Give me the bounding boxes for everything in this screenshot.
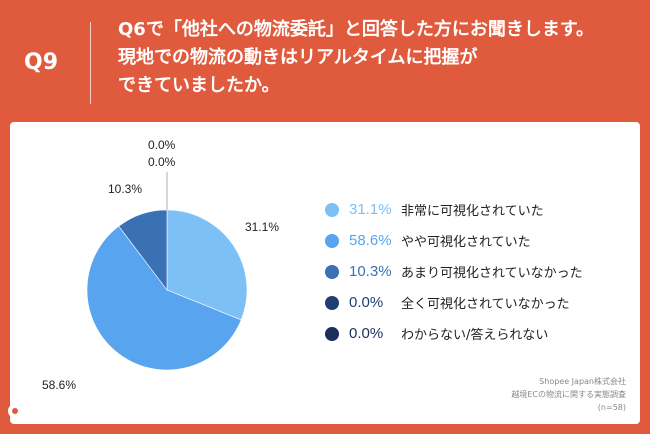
header-divider [90,22,91,104]
legend-swatch [325,233,339,248]
source-line: Shopee Japan株式会社 [539,377,626,386]
legend-value: 58.6% [349,232,392,249]
question-title-line: 現地での物流の動きはリアルタイムに把握が [118,47,478,68]
chart-panel: 31.1% 58.6% 10.3% 0.0% 0.0% 31.1% 非常に可視化されてい… [10,122,640,424]
slice-label: 10.3% [108,182,142,196]
legend: 31.1% 非常に可視化されていた 58.6% やや可視化されていた 10.3%… [325,194,583,349]
legend-label: あまり可視化されていなかった [401,266,583,281]
slice-label: 0.0% [148,138,176,152]
header: Q9 Q6で「他社への物流委託」と回答した方にお聞きします。 現地での物流の動き… [0,0,650,122]
legend-value: 31.1% [349,201,392,218]
pie-slice [86,225,242,371]
source-note: Shopee Japan株式会社 越境ECの物流に関する実態調査 (n=58) [511,375,626,414]
pie-slice [166,209,248,321]
question-title-line: Q6で「他社への物流委託」と回答した方にお聞きします。 [118,19,595,40]
legend-label: わからない/答えられない [401,328,549,343]
legend-item: 58.6% やや可視化されていた [325,225,583,256]
legend-swatch [325,264,339,279]
brand-mark-icon [8,403,22,418]
slice-label: 31.1% [245,220,279,234]
legend-value: 10.3% [349,263,392,280]
question-title-line: できていましたか。 [118,75,280,96]
legend-swatch [325,326,339,341]
question-number: Q9 [24,50,59,75]
legend-item: 0.0% わからない/答えられない [325,318,583,349]
legend-swatch [325,202,339,217]
source-line: (n=58) [597,403,626,412]
legend-label: やや可視化されていた [401,235,531,250]
legend-item: 10.3% あまり可視化されていなかった [325,256,583,287]
brand-name: リサピー [26,404,75,418]
slice-label: 0.0% [148,155,176,169]
legend-item: 0.0% 全く可視化されていなかった [325,287,583,318]
pie-slice [118,209,168,291]
legend-label: 全く可視化されていなかった [401,297,570,312]
source-line: 越境ECの物流に関する実態調査 [511,390,626,399]
question-title: Q6で「他社への物流委託」と回答した方にお聞きします。 現地での物流の動きはリア… [118,16,594,100]
legend-label: 非常に可視化されていた [401,204,544,219]
legend-value: 0.0% [349,294,384,311]
slice-label: 58.6% [42,378,76,392]
pie-chart: 31.1% 58.6% 10.3% 0.0% 0.0% [42,138,279,392]
brand-logo: リサピー [8,402,74,419]
legend-swatch [325,295,339,310]
legend-item: 31.1% 非常に可視化されていた [325,194,583,225]
legend-value: 0.0% [349,325,384,342]
